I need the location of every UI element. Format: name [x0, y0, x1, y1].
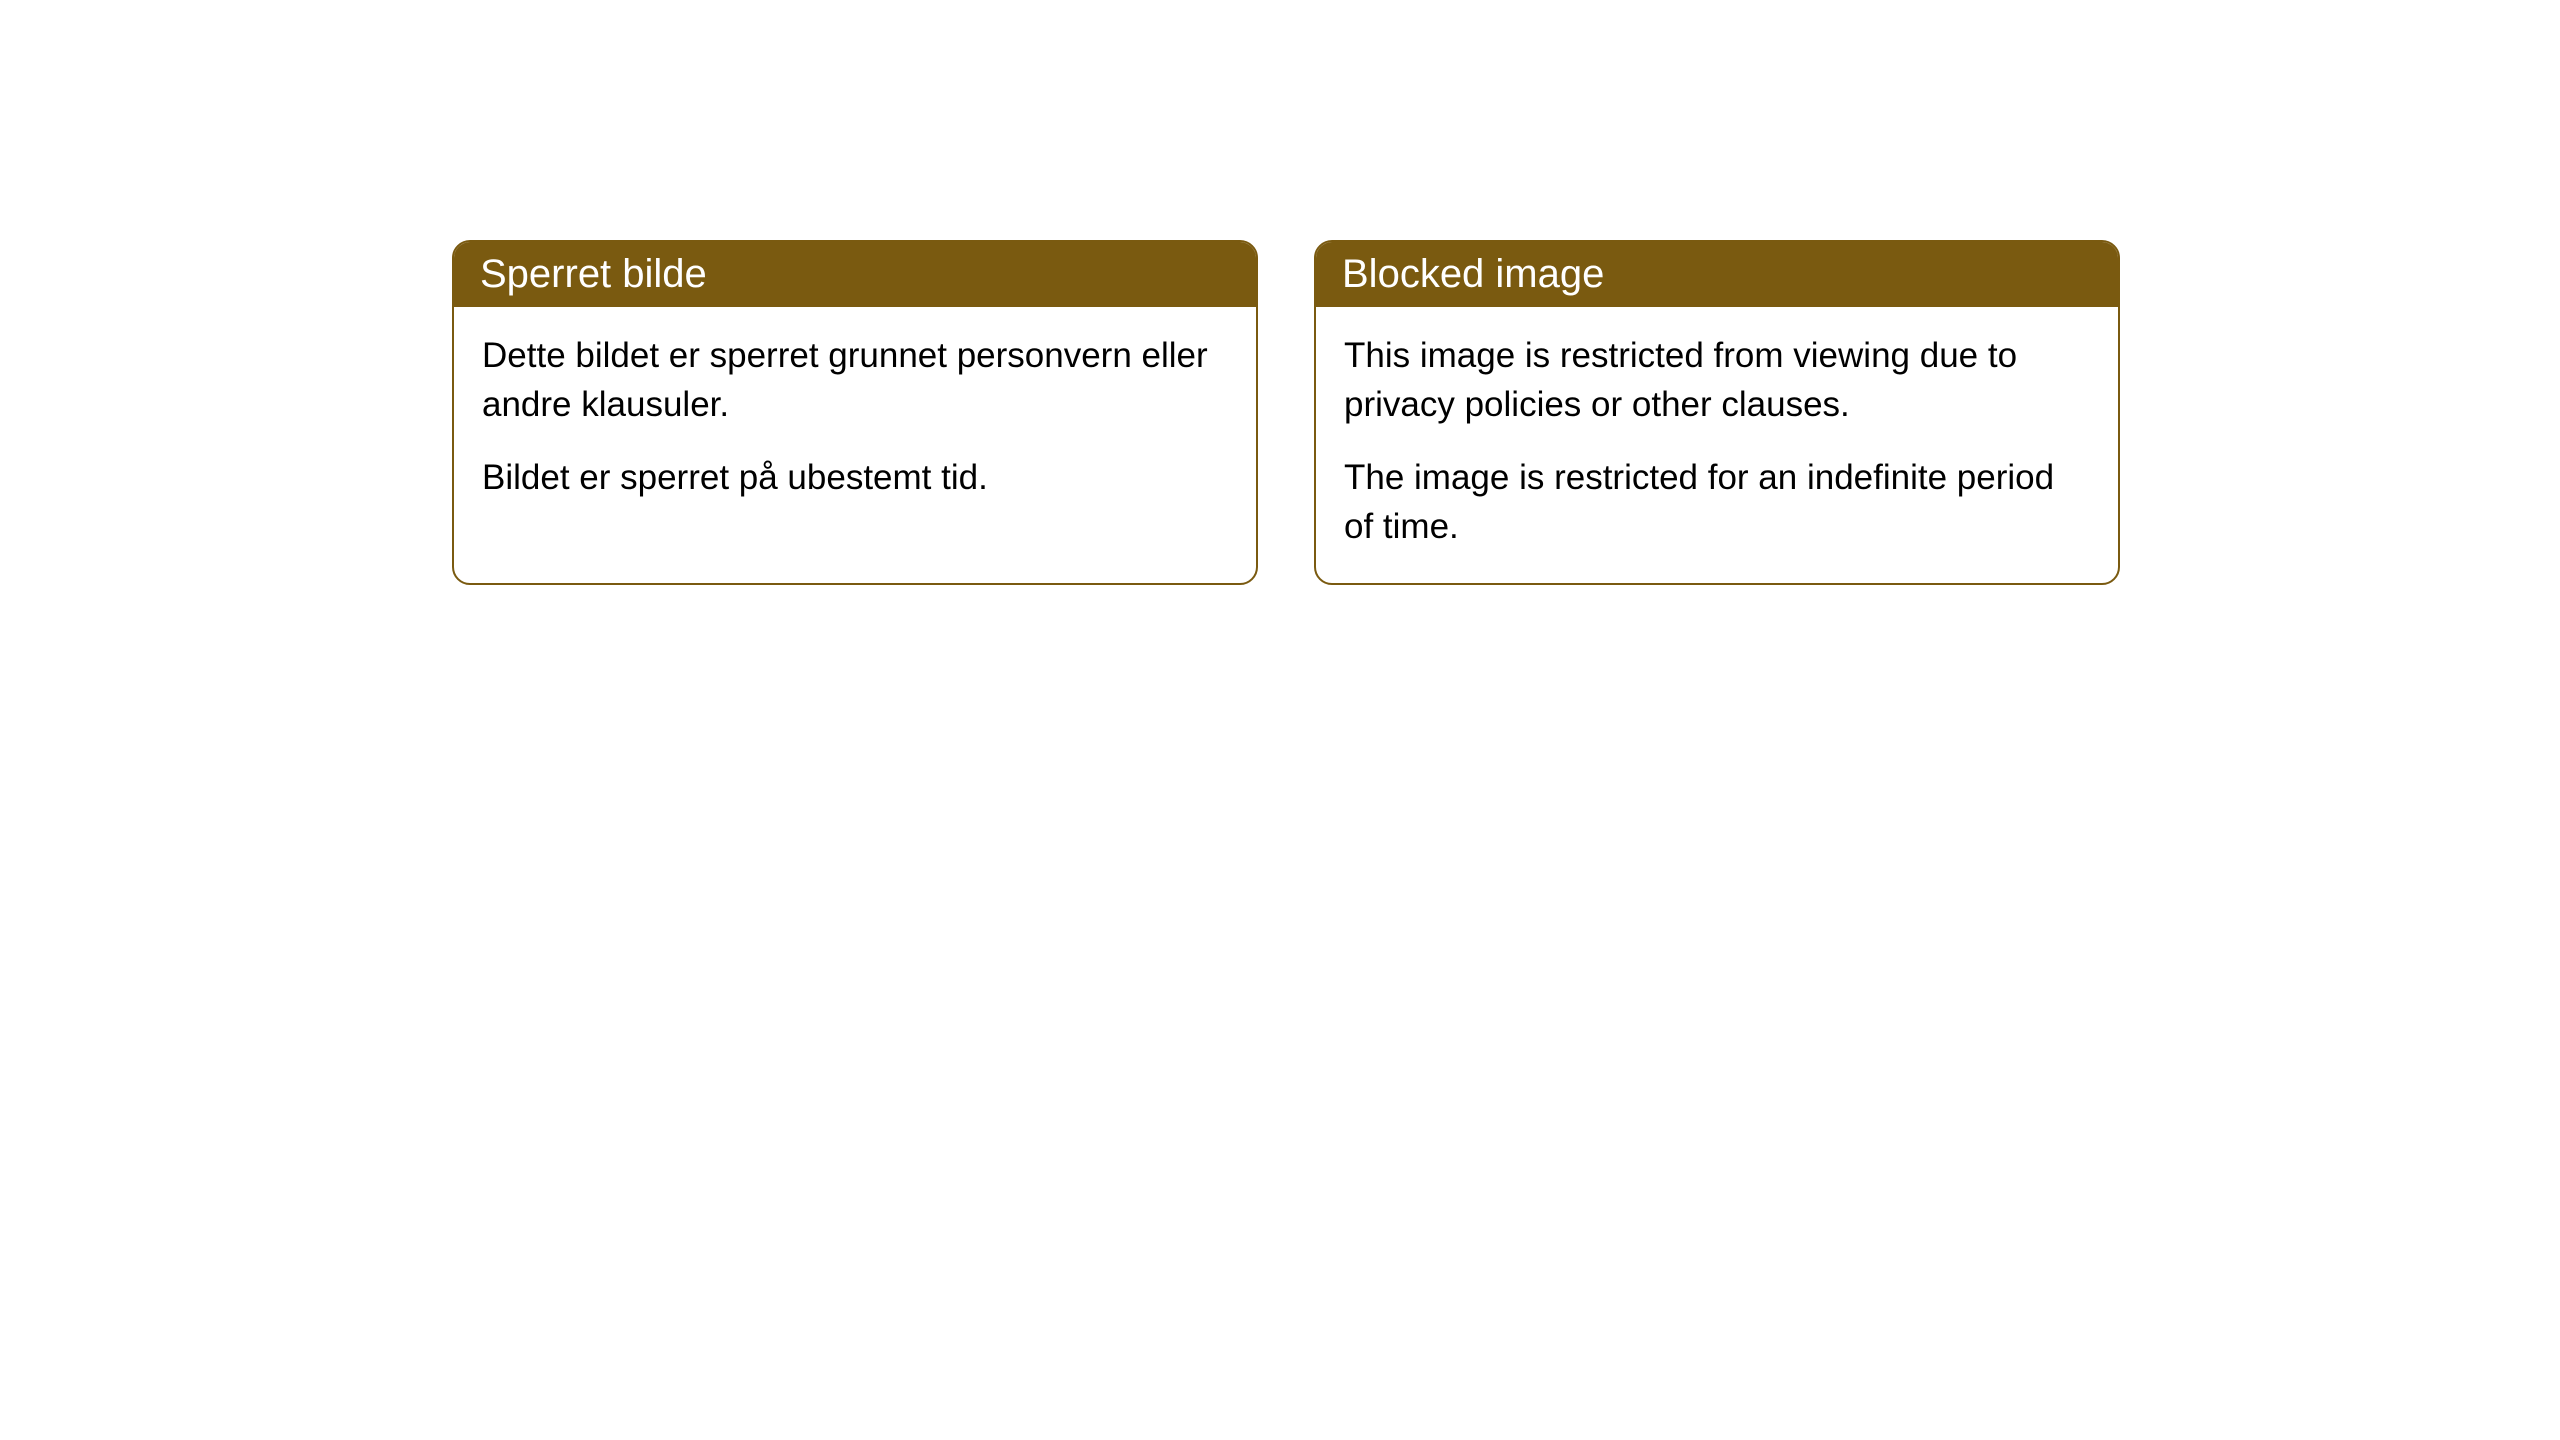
notice-paragraph-2: Bildet er sperret på ubestemt tid. [482, 453, 1228, 502]
notice-paragraph-1: This image is restricted from viewing du… [1344, 331, 2090, 429]
notice-title: Blocked image [1316, 242, 2118, 307]
notice-card-norwegian: Sperret bilde Dette bildet er sperret gr… [452, 240, 1258, 585]
notice-body: Dette bildet er sperret grunnet personve… [454, 307, 1256, 534]
notice-body: This image is restricted from viewing du… [1316, 307, 2118, 583]
notice-card-english: Blocked image This image is restricted f… [1314, 240, 2120, 585]
notice-title: Sperret bilde [454, 242, 1256, 307]
notice-paragraph-1: Dette bildet er sperret grunnet personve… [482, 331, 1228, 429]
notice-cards-container: Sperret bilde Dette bildet er sperret gr… [452, 240, 2120, 585]
notice-paragraph-2: The image is restricted for an indefinit… [1344, 453, 2090, 551]
